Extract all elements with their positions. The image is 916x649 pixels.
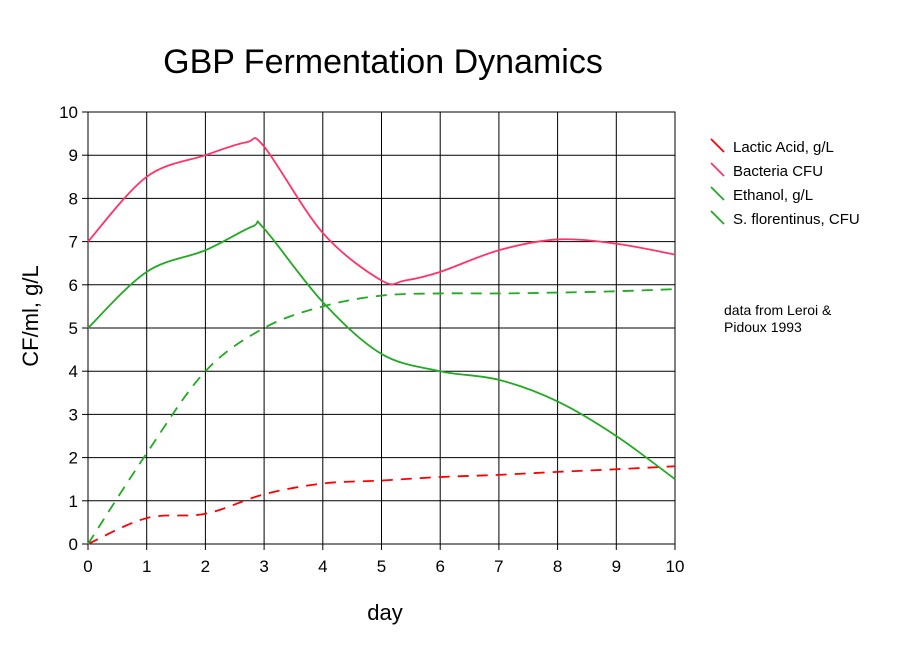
y-tick-label: 0 — [69, 535, 78, 554]
series-line-lactic-acid-g-l — [87, 465, 676, 545]
x-tick-label: 6 — [435, 557, 444, 576]
axes: 0 1 2 3 4 5 6 7 8 9 10 0 1 2 3 4 5 6 7 8 9 10 — [59, 103, 684, 576]
x-tick-label: 9 — [612, 557, 621, 576]
y-tick-label: 2 — [69, 449, 78, 468]
y-tick-label: 4 — [69, 362, 78, 381]
x-tick-label: 4 — [318, 557, 327, 576]
chart-title: GBP Fermentation Dynamics — [163, 43, 603, 81]
y-tick-label: 9 — [69, 146, 78, 165]
legend-label: Lactic Acid, g/L — [733, 139, 834, 156]
y-tick-label: 6 — [69, 276, 78, 295]
y-tick-label: 7 — [69, 233, 78, 252]
x-tick-label: 3 — [259, 557, 268, 576]
y-axis-label: CF/ml, g/L — [18, 265, 43, 366]
legend-label: Ethanol, g/L — [733, 187, 813, 204]
x-tick-label: 1 — [142, 557, 151, 576]
y-tick-label: 5 — [69, 319, 78, 338]
y-tick-label: 10 — [59, 103, 78, 122]
legend-swatch — [710, 162, 725, 177]
x-tick-label: 0 — [83, 557, 92, 576]
source-note: data from Leroi &Pidoux 1993 — [724, 302, 832, 335]
grid — [87, 111, 676, 545]
source-note-line: data from Leroi & — [724, 302, 832, 318]
legend: Lactic Acid, g/L Bacteria CFU Ethanol, g/L… — [710, 138, 860, 228]
y-tick-label: 8 — [69, 189, 78, 208]
source-note-line: Pidoux 1993 — [724, 319, 802, 335]
series-lines — [87, 137, 676, 545]
x-tick-label: 7 — [494, 557, 503, 576]
y-tick-label: 1 — [69, 492, 78, 511]
legend-label: S. florentinus, CFU — [733, 211, 860, 228]
legend-label: Bacteria CFU — [733, 163, 823, 180]
x-tick-label: 5 — [377, 557, 386, 576]
legend-swatch — [710, 186, 725, 201]
x-tick-label: 10 — [666, 557, 685, 576]
x-tick-label: 2 — [201, 557, 210, 576]
y-tick-label: 3 — [69, 405, 78, 424]
x-tick-label: 8 — [553, 557, 562, 576]
legend-swatch — [710, 138, 725, 153]
series-line-bacteria-cfu — [87, 137, 676, 286]
series-line-ethanol-g-l — [87, 288, 676, 545]
x-axis-label: day — [367, 600, 402, 625]
legend-swatch — [710, 210, 725, 225]
series-line-s-florentinus-cfu — [87, 220, 676, 480]
